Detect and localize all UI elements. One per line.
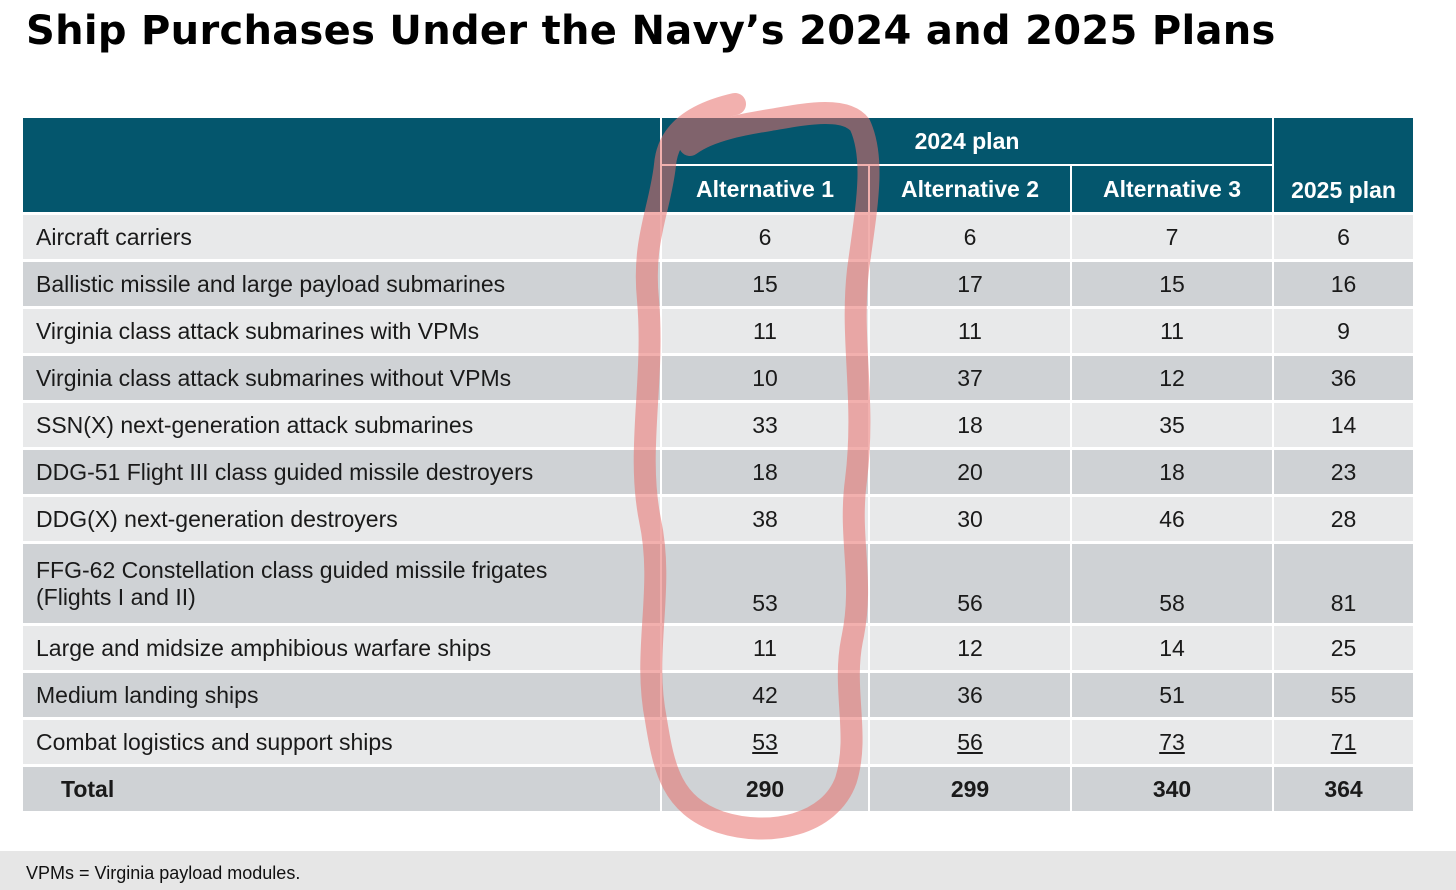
- cell-value: 11: [1069, 306, 1274, 355]
- table-row: Large and midsize amphibious warfare shi…: [23, 623, 1414, 672]
- table-row: FFG-62 Constellation class guided missil…: [23, 541, 1414, 625]
- cell-value: 38: [660, 494, 869, 543]
- cell-value: 53: [660, 717, 869, 766]
- cell-value: 35: [1069, 400, 1274, 449]
- cell-value: 11: [660, 306, 869, 355]
- cell-value: 36: [1272, 353, 1414, 402]
- row-label: DDG-51 Flight III class guided missile d…: [23, 447, 661, 496]
- footer-bar: VPMs = Virginia payload modules.: [0, 851, 1456, 890]
- cell-value: 18: [868, 400, 1071, 449]
- header-blank: [23, 118, 661, 165]
- cell-value: 56: [868, 717, 1071, 766]
- table-row: Medium landing ships 42 36 51 55: [23, 670, 1414, 719]
- cell-value: 18: [660, 447, 869, 496]
- cell-value: 14: [1272, 400, 1414, 449]
- cell-value: 53: [660, 541, 869, 625]
- header-alternative-2: Alternative 2: [868, 165, 1071, 214]
- cell-value-text: 71: [1330, 728, 1357, 755]
- cell-value: 30: [868, 494, 1071, 543]
- cell-value: 18: [1069, 447, 1274, 496]
- total-value: 364: [1272, 764, 1414, 811]
- cell-value: 11: [868, 306, 1071, 355]
- cell-value: 81: [1272, 541, 1414, 625]
- row-label: SSN(X) next-generation attack submarines: [23, 400, 661, 449]
- header-blank-2: [23, 165, 661, 214]
- cell-value: 42: [660, 670, 869, 719]
- cell-value: 73: [1069, 717, 1274, 766]
- row-label: Aircraft carriers: [23, 212, 661, 261]
- cell-value: 14: [1069, 623, 1274, 672]
- table-row: Aircraft carriers 6 6 7 6: [23, 212, 1414, 261]
- cell-value: 46: [1069, 494, 1274, 543]
- table-row: SSN(X) next-generation attack submarines…: [23, 400, 1414, 449]
- row-label: Large and midsize amphibious warfare shi…: [23, 623, 661, 672]
- cell-value-text: 53: [752, 728, 778, 755]
- footnote: VPMs = Virginia payload modules.: [26, 863, 301, 883]
- cell-value: 7: [1069, 212, 1274, 261]
- cell-value: 55: [1272, 670, 1414, 719]
- cell-value: 37: [868, 353, 1071, 402]
- cell-value: 12: [868, 623, 1071, 672]
- table-row: Virginia class attack submarines with VP…: [23, 306, 1414, 355]
- row-label: Medium landing ships: [23, 670, 661, 719]
- cell-value: 12: [1069, 353, 1274, 402]
- cell-value: 28: [1272, 494, 1414, 543]
- cell-value: 71: [1272, 717, 1414, 766]
- table-row: DDG-51 Flight III class guided missile d…: [23, 447, 1414, 496]
- cell-value: 33: [660, 400, 869, 449]
- cell-value: 6: [1272, 212, 1414, 261]
- row-label-line1: FFG-62 Constellation class guided missil…: [36, 556, 548, 583]
- ship-purchases-table: 2024 plan 2025 plan Alternative 1 Altern…: [23, 118, 1414, 811]
- table-row: Virginia class attack submarines without…: [23, 353, 1414, 402]
- cell-value: 23: [1272, 447, 1414, 496]
- cell-value: 16: [1272, 259, 1414, 308]
- cell-value: 15: [1069, 259, 1274, 308]
- cell-value: 20: [868, 447, 1071, 496]
- cell-value: 56: [868, 541, 1071, 625]
- total-value: 299: [868, 764, 1071, 811]
- cell-value: 10: [660, 353, 869, 402]
- row-label: Virginia class attack submarines without…: [23, 353, 661, 402]
- row-label-line2: (Flights I and II): [36, 583, 196, 610]
- total-label: Total: [23, 764, 661, 811]
- cell-value: 11: [660, 623, 869, 672]
- total-row: Total 290 299 340 364: [23, 764, 1414, 811]
- total-value: 290: [660, 764, 869, 811]
- cell-value: 6: [660, 212, 869, 261]
- cell-value: 36: [868, 670, 1071, 719]
- header-2025-plan: 2025 plan: [1272, 118, 1414, 214]
- table-row: DDG(X) next-generation destroyers 38 30 …: [23, 494, 1414, 543]
- table-row: Combat logistics and support ships 53 56…: [23, 717, 1414, 766]
- header-alternative-1: Alternative 1: [660, 165, 869, 214]
- total-value: 340: [1069, 764, 1274, 811]
- cell-value-text: 56: [957, 728, 983, 755]
- row-label: Combat logistics and support ships: [23, 717, 661, 766]
- cell-value: 58: [1069, 541, 1274, 625]
- cell-value: 25: [1272, 623, 1414, 672]
- row-label: FFG-62 Constellation class guided missil…: [23, 541, 661, 625]
- row-label: Ballistic missile and large payload subm…: [23, 259, 661, 308]
- header-alternative-3: Alternative 3: [1069, 165, 1274, 214]
- cell-value: 15: [660, 259, 869, 308]
- cell-value: 17: [868, 259, 1071, 308]
- table-row: Ballistic missile and large payload subm…: [23, 259, 1414, 308]
- page-title: Ship Purchases Under the Navy’s 2024 and…: [26, 8, 1276, 54]
- row-label: Virginia class attack submarines with VP…: [23, 306, 661, 355]
- row-label: DDG(X) next-generation destroyers: [23, 494, 661, 543]
- cell-value-text: 73: [1159, 728, 1185, 755]
- cell-value: 6: [868, 212, 1071, 261]
- cell-value: 9: [1272, 306, 1414, 355]
- cell-value: 51: [1069, 670, 1274, 719]
- header-2024-plan: 2024 plan: [659, 118, 1274, 166]
